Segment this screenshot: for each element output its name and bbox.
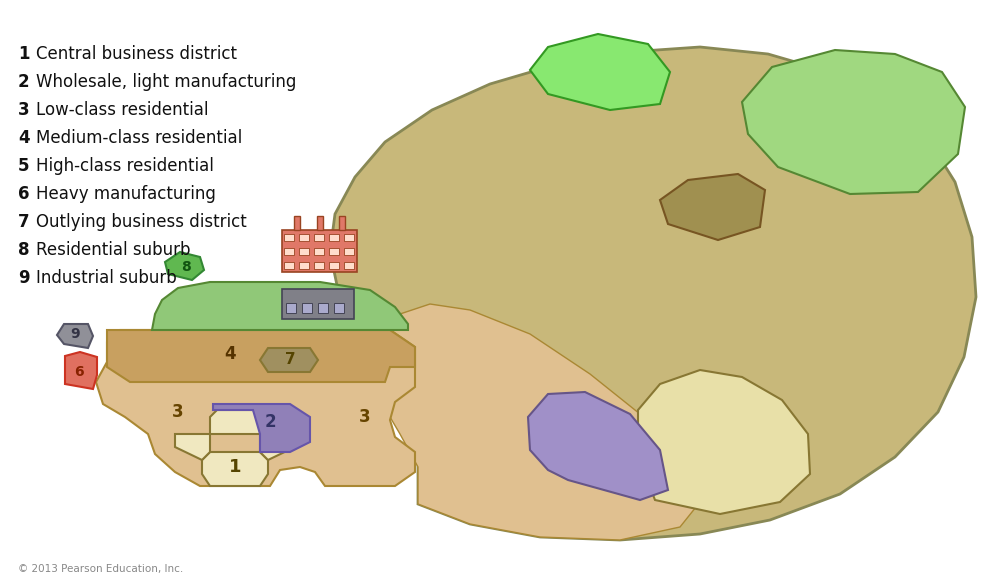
Polygon shape	[165, 252, 204, 280]
Bar	[316, 216, 322, 230]
Text: 7: 7	[285, 353, 295, 367]
Text: 2: 2	[18, 73, 30, 91]
Polygon shape	[213, 404, 310, 452]
Bar	[299, 261, 309, 269]
Text: 3: 3	[359, 408, 371, 426]
Text: 4: 4	[18, 129, 30, 147]
Text: 5: 5	[18, 157, 30, 175]
Polygon shape	[260, 348, 318, 372]
Bar	[282, 230, 357, 272]
Bar	[314, 233, 324, 241]
Text: Residential suburb: Residential suburb	[36, 241, 190, 259]
Text: 3: 3	[172, 403, 184, 421]
Polygon shape	[660, 174, 765, 240]
Polygon shape	[528, 392, 668, 500]
Bar	[339, 216, 345, 230]
Text: Low-class residential: Low-class residential	[36, 101, 208, 119]
Bar	[284, 247, 294, 255]
Text: Heavy manufacturing: Heavy manufacturing	[36, 185, 216, 203]
Text: Wholesale, light manufacturing: Wholesale, light manufacturing	[36, 73, 296, 91]
Bar	[284, 261, 294, 269]
Bar	[302, 303, 312, 313]
Polygon shape	[638, 370, 810, 514]
Polygon shape	[152, 282, 408, 330]
Text: 3: 3	[18, 101, 30, 119]
Bar	[329, 247, 339, 255]
Bar	[344, 233, 354, 241]
Bar	[314, 261, 324, 269]
Bar	[314, 247, 324, 255]
Bar	[329, 233, 339, 241]
Text: 9: 9	[18, 269, 30, 287]
Text: 6: 6	[74, 365, 84, 379]
Text: 6: 6	[18, 185, 30, 203]
Text: © 2013 Pearson Education, Inc.: © 2013 Pearson Education, Inc.	[18, 564, 183, 574]
Bar	[299, 247, 309, 255]
Bar	[294, 216, 300, 230]
Polygon shape	[370, 304, 700, 540]
Text: 1: 1	[229, 458, 241, 476]
Polygon shape	[65, 352, 97, 389]
Text: 8: 8	[181, 260, 191, 274]
Polygon shape	[260, 434, 295, 460]
Bar	[282, 289, 354, 319]
Polygon shape	[530, 34, 670, 110]
Text: 5: 5	[284, 295, 296, 313]
Polygon shape	[210, 410, 260, 434]
Bar	[299, 233, 309, 241]
Bar	[286, 303, 296, 313]
Bar	[344, 261, 354, 269]
Text: 7: 7	[18, 213, 30, 231]
Polygon shape	[57, 324, 93, 348]
Text: 1: 1	[18, 45, 30, 63]
Bar	[284, 233, 294, 241]
Polygon shape	[175, 434, 210, 460]
Text: 4: 4	[224, 345, 236, 363]
Bar	[344, 247, 354, 255]
Polygon shape	[107, 330, 415, 382]
Polygon shape	[330, 47, 976, 540]
Text: Outlying business district: Outlying business district	[36, 213, 247, 231]
Bar	[334, 303, 344, 313]
Text: Medium-class residential: Medium-class residential	[36, 129, 242, 147]
Polygon shape	[202, 452, 268, 486]
Text: 8: 8	[18, 241, 30, 259]
Bar	[318, 303, 328, 313]
Text: High-class residential: High-class residential	[36, 157, 214, 175]
Bar	[329, 261, 339, 269]
Text: Central business district: Central business district	[36, 45, 237, 63]
Polygon shape	[742, 50, 965, 194]
Polygon shape	[96, 330, 415, 486]
Text: 2: 2	[264, 413, 276, 431]
Text: Industrial suburb: Industrial suburb	[36, 269, 177, 287]
Text: 9: 9	[70, 327, 80, 341]
